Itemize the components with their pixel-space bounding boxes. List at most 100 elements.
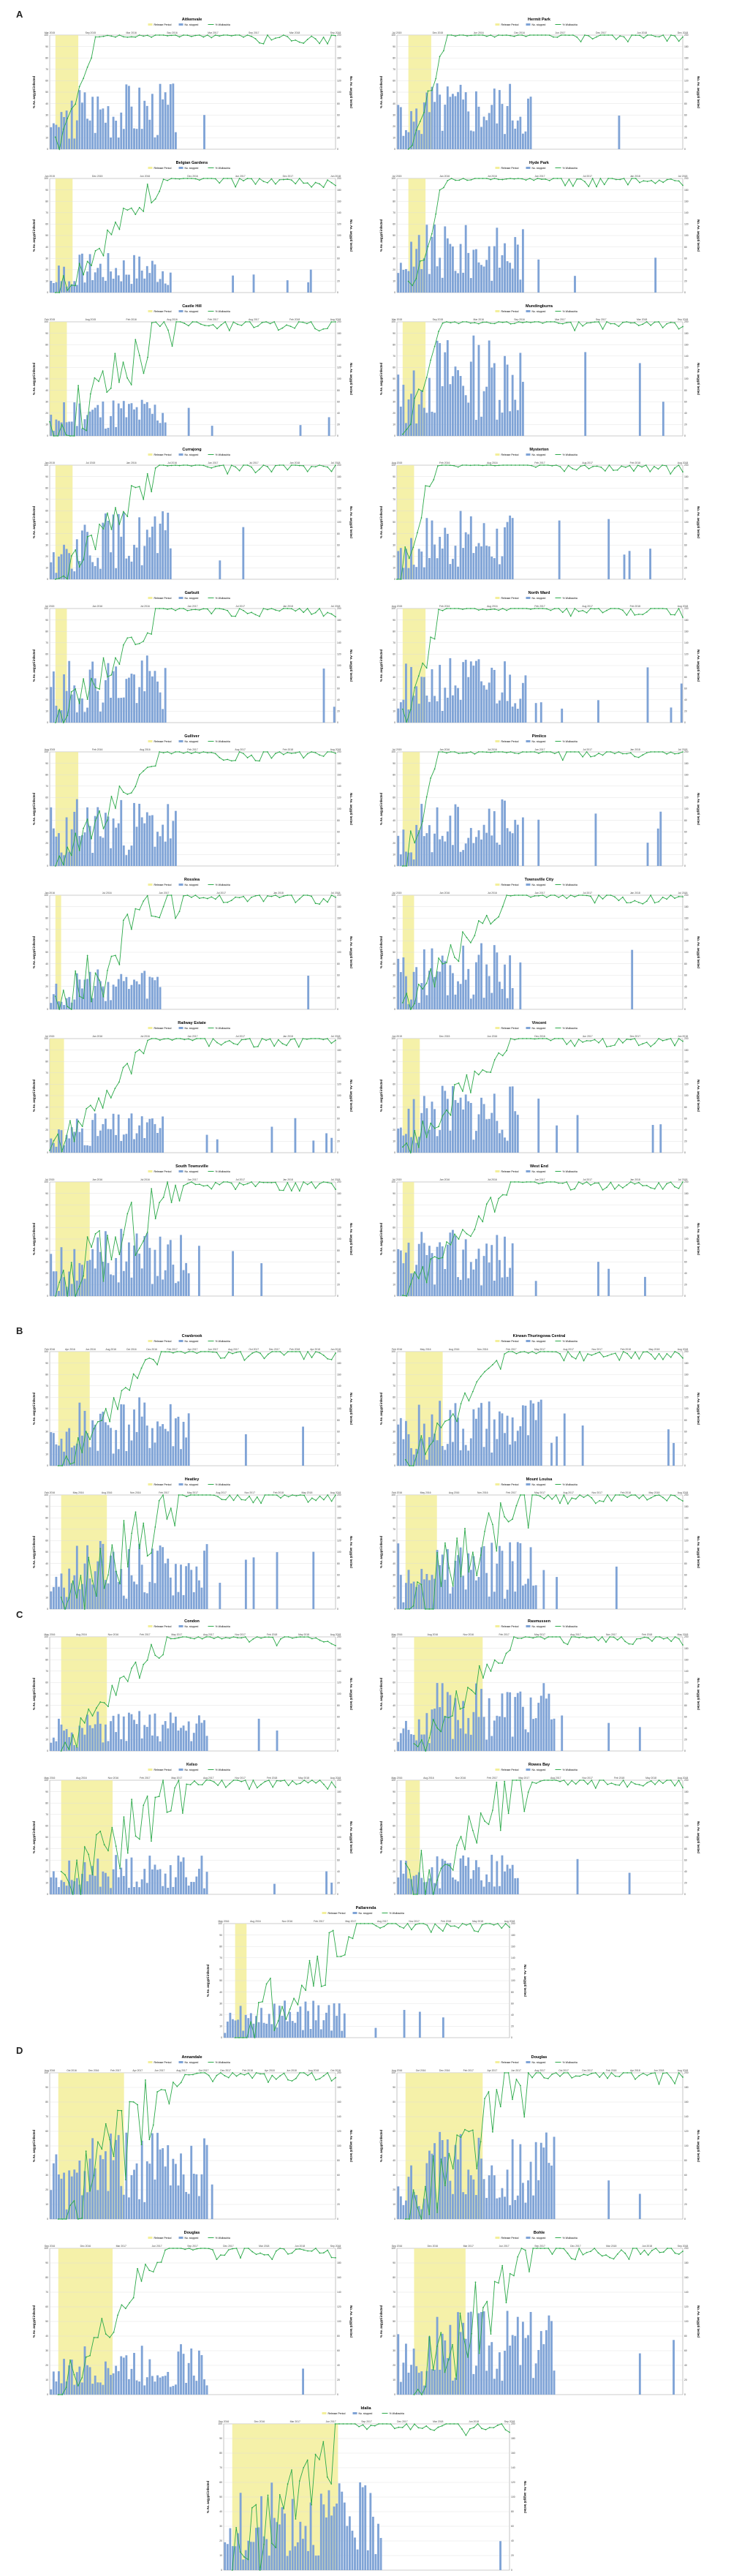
infection-rate-point bbox=[327, 179, 328, 181]
infection-rate-point bbox=[61, 1871, 62, 1872]
infection-rate-point bbox=[500, 1502, 501, 1504]
infection-rate-point bbox=[204, 1351, 205, 1352]
infection-rate-point bbox=[578, 751, 580, 753]
y-right-axis-label: No. Ae. aegypti tested bbox=[349, 506, 353, 538]
infection-rate-point bbox=[233, 1780, 235, 1781]
infection-rate-point bbox=[265, 321, 267, 323]
count-bar bbox=[402, 1874, 404, 1894]
y-left-tick-label: 20 bbox=[219, 2014, 222, 2016]
count-bar bbox=[89, 1875, 91, 1894]
y-right-tick-label: 20 bbox=[511, 2025, 514, 2028]
infection-rate-point bbox=[651, 1780, 652, 1782]
infection-rate-point bbox=[576, 178, 577, 180]
infection-rate-point bbox=[74, 1141, 75, 1142]
count-bar bbox=[504, 1717, 506, 1751]
infection-rate-point bbox=[569, 34, 570, 36]
infection-rate-point bbox=[486, 1203, 488, 1205]
infection-rate-point bbox=[510, 1038, 512, 1039]
infection-rate-point bbox=[303, 1495, 305, 1496]
infection-rate-point bbox=[502, 608, 504, 609]
y-left-axis-label: % Ae. aegypti infected bbox=[32, 1677, 36, 1710]
infection-rate-point bbox=[583, 1360, 585, 1362]
y-right-axis-label: No. Ae. aegypti tested bbox=[697, 1393, 700, 1425]
count-bar bbox=[322, 2020, 325, 2038]
count-bar bbox=[418, 1003, 420, 1009]
count-bar bbox=[509, 955, 511, 1009]
infection-rate-point bbox=[79, 263, 80, 264]
infection-rate-point bbox=[126, 1213, 128, 1215]
infection-rate-point bbox=[190, 1494, 192, 1496]
infection-rate-point bbox=[643, 1352, 644, 1353]
count-bar bbox=[118, 404, 120, 436]
y-right-tick-label: 0 bbox=[684, 1295, 686, 1298]
infection-rate-point bbox=[255, 760, 257, 761]
y-left-tick-label: 10 bbox=[45, 137, 48, 140]
y-right-tick-label: 80 bbox=[684, 963, 687, 965]
infection-rate-point bbox=[322, 328, 324, 330]
y-right-tick-label: 180 bbox=[684, 1647, 689, 1650]
y-left-tick-label: 20 bbox=[393, 1129, 395, 1131]
y-right-tick-label: 120 bbox=[684, 796, 689, 799]
infection-rate-point bbox=[221, 1780, 223, 1781]
count-bar bbox=[84, 1145, 86, 1153]
infection-rate-point bbox=[231, 464, 232, 466]
infection-rate-point bbox=[98, 381, 99, 383]
count-bar bbox=[131, 284, 133, 293]
infection-rate-point bbox=[119, 229, 121, 230]
count-bar bbox=[431, 1415, 433, 1466]
infection-rate-point bbox=[621, 465, 622, 467]
y-left-tick-label: 0 bbox=[394, 1151, 395, 1154]
x-tick-label: Oct 2017 bbox=[199, 2069, 209, 2072]
x-tick-label: Aug 2018 bbox=[678, 1348, 689, 1351]
infection-rate-point bbox=[167, 1181, 168, 1183]
y-right-tick-label: 80 bbox=[337, 1562, 340, 1565]
y-left-tick-label: 80 bbox=[45, 916, 48, 919]
infection-rate-point bbox=[578, 1181, 580, 1183]
y-right-tick-label: 140 bbox=[337, 2115, 341, 2118]
infection-rate-point bbox=[519, 464, 520, 466]
infection-rate-point bbox=[458, 1927, 459, 1929]
count-bar bbox=[131, 107, 133, 149]
infection-rate-point bbox=[425, 485, 426, 486]
infection-rate-point bbox=[328, 1932, 330, 1934]
count-bar bbox=[519, 279, 521, 293]
count-bar bbox=[193, 1733, 195, 1751]
legend-label-line: % Wolbachia bbox=[216, 1769, 230, 1771]
infection-rate-point bbox=[406, 721, 407, 723]
count-bar bbox=[99, 1252, 102, 1296]
infection-rate-point bbox=[575, 1499, 577, 1500]
count-bar bbox=[517, 121, 519, 149]
infection-rate-point bbox=[579, 1494, 580, 1496]
count-bar bbox=[467, 1718, 469, 1751]
count-bar bbox=[491, 1736, 493, 1751]
count-bar bbox=[96, 97, 99, 149]
infection-rate-point bbox=[482, 1069, 483, 1071]
y-right-tick-label: 0 bbox=[337, 148, 338, 151]
chart-title: Railway Estate bbox=[178, 1021, 206, 1025]
infection-rate-point bbox=[331, 1501, 333, 1502]
count-bar bbox=[400, 1251, 402, 1296]
infection-rate-point bbox=[311, 1181, 312, 1183]
count-bar bbox=[188, 1413, 190, 1466]
chart-title: Annandale bbox=[181, 2055, 202, 2060]
y-right-tick-label: 60 bbox=[684, 113, 687, 116]
infection-rate-point bbox=[162, 1780, 164, 1781]
infection-rate-point bbox=[472, 1551, 474, 1553]
infection-rate-point bbox=[514, 178, 515, 180]
infection-rate-point bbox=[67, 715, 68, 717]
infection-rate-point bbox=[151, 915, 152, 916]
infection-rate-point bbox=[63, 722, 64, 723]
infection-rate-point bbox=[558, 751, 559, 753]
count-bar bbox=[462, 1856, 464, 1894]
infection-rate-point bbox=[490, 923, 491, 924]
infection-rate-point bbox=[239, 1182, 240, 1183]
y-left-tick-label: 10 bbox=[219, 2025, 222, 2028]
infection-rate-point bbox=[643, 180, 644, 181]
infection-rate-point bbox=[155, 321, 156, 323]
infection-rate-point bbox=[175, 918, 176, 919]
infection-rate-point bbox=[295, 902, 296, 903]
infection-rate-point bbox=[651, 1641, 653, 1642]
infection-rate-point bbox=[570, 751, 572, 753]
